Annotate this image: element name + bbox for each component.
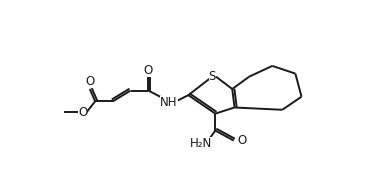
Text: S: S [209, 70, 216, 83]
Text: H₂N: H₂N [190, 137, 212, 150]
Text: O: O [85, 75, 94, 88]
Text: NH: NH [160, 96, 178, 109]
Text: O: O [78, 106, 87, 119]
Text: O: O [238, 134, 247, 147]
Text: O: O [144, 64, 153, 77]
